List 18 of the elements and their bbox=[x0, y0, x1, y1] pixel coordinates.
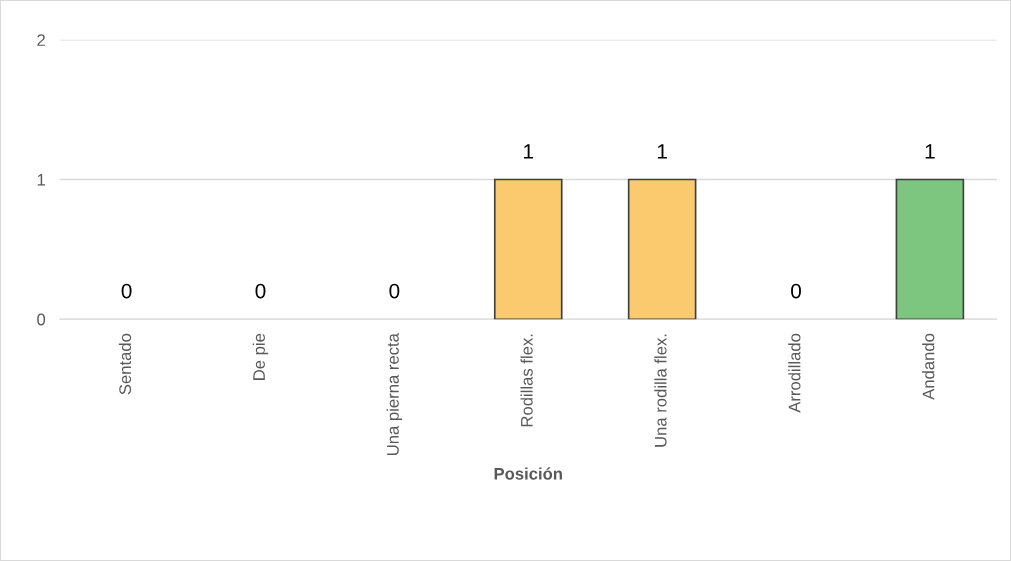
data-label: 0 bbox=[255, 283, 266, 299]
x-axis-title: Posición bbox=[494, 467, 562, 480]
data-label: 0 bbox=[121, 283, 132, 299]
y-tick-label: 2 bbox=[37, 34, 45, 46]
x-tick-label: Una pierna recta bbox=[386, 333, 403, 456]
y-tick-label: 1 bbox=[37, 174, 45, 186]
data-label: 0 bbox=[389, 283, 400, 299]
data-label: 1 bbox=[657, 144, 667, 159]
x-tick-label: De pie bbox=[252, 333, 269, 380]
x-tick-label: Arrodillado bbox=[788, 333, 801, 413]
x-tick-label: Rodillas flex. bbox=[520, 334, 533, 427]
data-label: 1 bbox=[524, 144, 534, 159]
x-tick-label: Andando bbox=[922, 333, 935, 400]
y-tick-label: 0 bbox=[37, 313, 46, 326]
x-tick-label: Sentado bbox=[118, 333, 132, 395]
x-tick-label: Una rodilla flex. bbox=[654, 334, 667, 447]
data-label: 0 bbox=[791, 283, 801, 299]
data-label: 1 bbox=[925, 144, 935, 159]
